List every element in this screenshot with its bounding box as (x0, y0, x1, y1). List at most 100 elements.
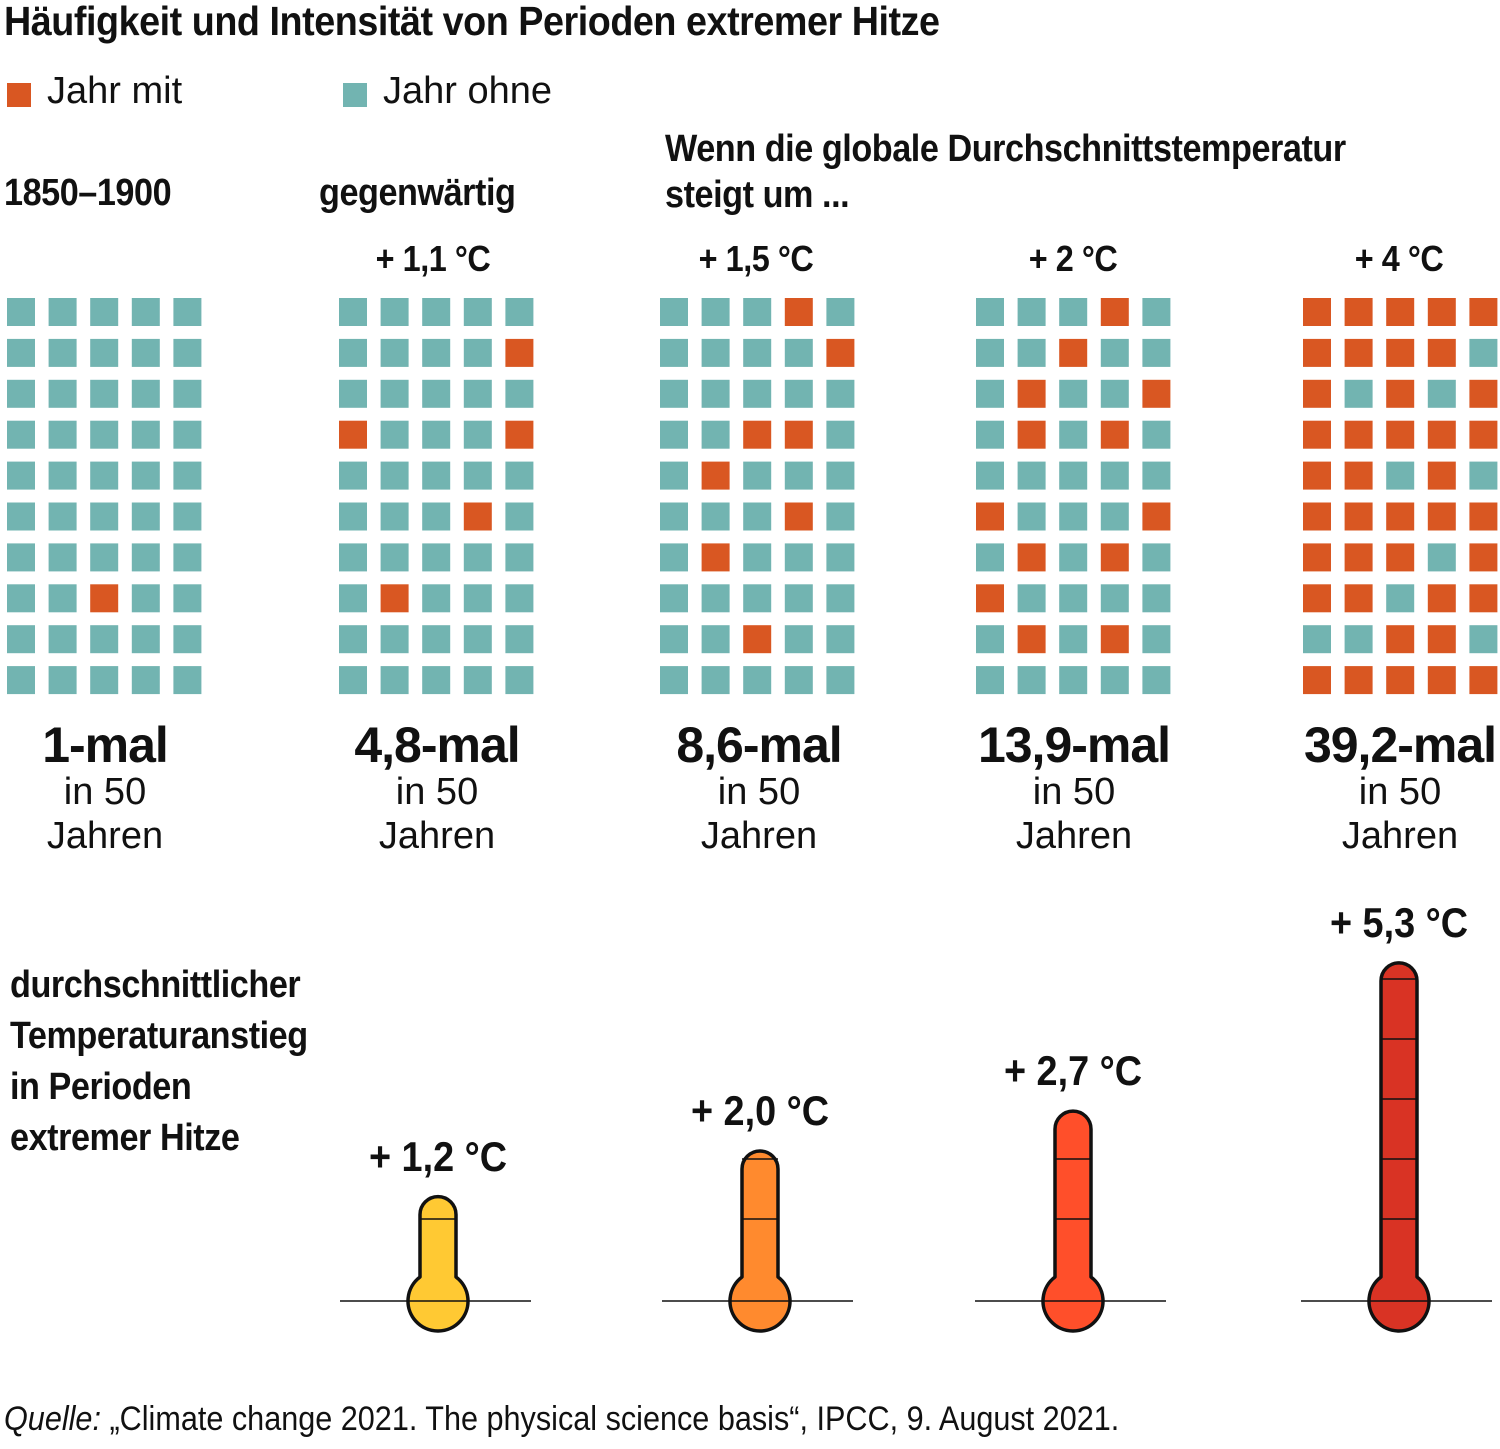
year-without-cell (1344, 379, 1373, 408)
year-without-cell (660, 502, 688, 531)
year-with-cell (463, 502, 492, 531)
scenario-intro-line-2: steigt um ... (665, 174, 850, 216)
year-without-cell (1100, 502, 1129, 531)
year-without-cell (90, 420, 119, 449)
frequency-2: 13,9-mal in 50 Jahren (924, 720, 1224, 858)
year-without-cell (1059, 625, 1088, 654)
year-without-cell (422, 502, 451, 531)
year-with-cell (1303, 584, 1331, 613)
year-without-cell (7, 666, 35, 695)
year-without-cell (131, 625, 160, 654)
year-with-cell (1469, 543, 1498, 572)
year-without-cell (90, 543, 119, 572)
year-with-cell (1427, 338, 1456, 367)
year-without-cell (1386, 461, 1415, 490)
year-with-cell (1017, 379, 1046, 408)
year-with-cell (1303, 502, 1331, 531)
year-without-cell (422, 584, 451, 613)
year-with-cell (1386, 666, 1415, 695)
year-without-cell (173, 584, 202, 613)
year-without-cell (743, 338, 772, 367)
year-with-cell (1344, 543, 1373, 572)
year-without-cell (784, 666, 813, 695)
year-with-cell (1344, 666, 1373, 695)
year-with-cell (784, 298, 813, 326)
year-without-cell (131, 461, 160, 490)
year-without-cell (701, 666, 730, 695)
year-without-cell (826, 420, 855, 449)
year-without-cell (1142, 543, 1171, 572)
warming-label-2: + 2 °C (1028, 238, 1118, 279)
year-without-cell (1059, 420, 1088, 449)
frequency-value: 39,2-mal (1303, 717, 1497, 773)
year-with-cell (1386, 379, 1415, 408)
year-with-cell (1427, 420, 1456, 449)
frequency-per: in 50 (1358, 771, 1442, 813)
year-without-cell (505, 543, 534, 572)
year-without-cell (173, 502, 202, 531)
year-without-cell (505, 584, 534, 613)
year-with-cell (1427, 584, 1456, 613)
year-without-cell (660, 298, 688, 326)
year-without-cell (1427, 379, 1456, 408)
year-with-cell (1386, 502, 1415, 531)
year-without-cell (1017, 298, 1046, 326)
year-without-cell (1017, 666, 1046, 695)
year-with-cell (339, 420, 367, 449)
year-without-cell (701, 298, 730, 326)
thermometer-body (1367, 961, 1431, 1333)
year-with-cell (1059, 338, 1088, 367)
year-with-cell (1303, 543, 1331, 572)
year-without-cell (701, 502, 730, 531)
frequency-value: 8,6-mal (676, 717, 842, 773)
year-without-cell (48, 584, 77, 613)
year-without-cell (660, 625, 688, 654)
year-without-cell (463, 338, 492, 367)
year-with-cell (1344, 338, 1373, 367)
year-with-cell (1386, 338, 1415, 367)
thermometer-label-4: + 5,3 °C (1329, 898, 1469, 946)
year-with-cell (701, 461, 730, 490)
year-without-cell (1427, 543, 1456, 572)
year-without-cell (463, 625, 492, 654)
year-without-cell (701, 584, 730, 613)
frequency-per: in 50 (717, 771, 801, 813)
legend-swatch-with (7, 82, 31, 107)
year-without-cell (48, 338, 77, 367)
year-without-cell (131, 298, 160, 326)
year-without-cell (131, 338, 160, 367)
year-without-cell (1059, 379, 1088, 408)
year-without-cell (463, 584, 492, 613)
year-with-cell (1344, 298, 1373, 326)
year-without-cell (976, 461, 1004, 490)
side-label-line-3: in Perioden (10, 1066, 192, 1108)
year-without-cell (380, 461, 409, 490)
year-without-cell (1100, 461, 1129, 490)
year-without-cell (743, 502, 772, 531)
year-without-cell (48, 543, 77, 572)
year-with-cell (1469, 502, 1498, 531)
year-with-cell (380, 584, 409, 613)
year-with-cell (1344, 420, 1373, 449)
frequency-4: 39,2-mal in 50 Jahren (1250, 720, 1500, 858)
year-without-cell (743, 379, 772, 408)
year-with-cell (743, 420, 772, 449)
year-without-cell (380, 543, 409, 572)
year-with-cell (784, 502, 813, 531)
waffle-group (976, 298, 1171, 695)
year-without-cell (826, 502, 855, 531)
year-without-cell (784, 625, 813, 654)
year-with-cell (1427, 502, 1456, 531)
thermometer (340, 1194, 531, 1333)
year-without-cell (660, 543, 688, 572)
legend-label-with: Jahr mit (47, 70, 183, 112)
year-without-cell (1059, 584, 1088, 613)
year-without-cell (1142, 338, 1171, 367)
year-with-cell (826, 338, 855, 367)
year-without-cell (505, 625, 534, 654)
frequency-current: 4,8-mal in 50 Jahren (287, 720, 587, 858)
year-without-cell (48, 461, 77, 490)
year-without-cell (422, 461, 451, 490)
year-with-cell (1017, 543, 1046, 572)
year-with-cell (1386, 625, 1415, 654)
